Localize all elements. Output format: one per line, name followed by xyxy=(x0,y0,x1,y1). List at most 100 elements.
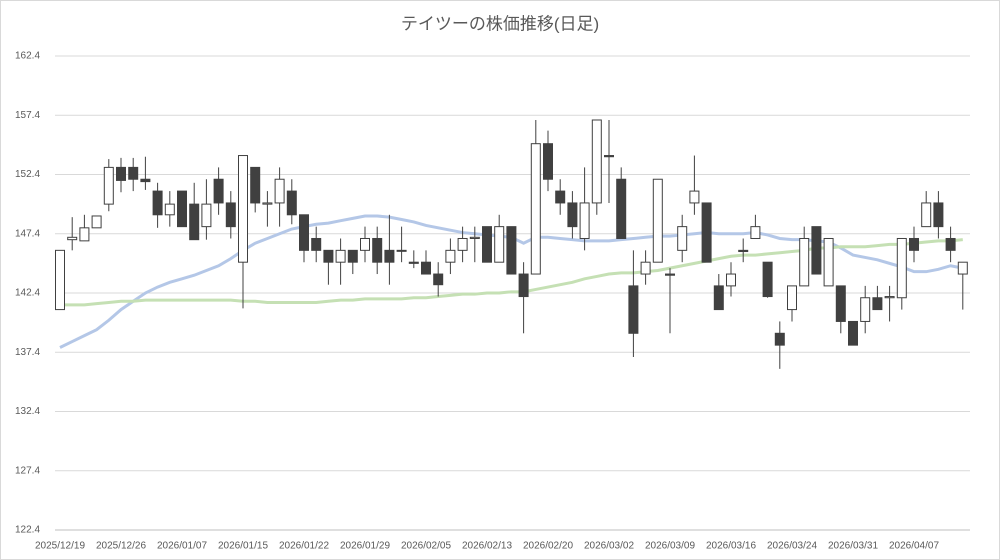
candle-body xyxy=(445,249,456,263)
x-tick-label: 2025/12/19 xyxy=(35,541,85,552)
candle-body xyxy=(177,190,187,228)
y-tick-label: 162.4 xyxy=(15,51,40,62)
candle-body xyxy=(396,249,407,252)
candle-body xyxy=(665,273,675,276)
candle-body xyxy=(384,249,395,263)
candle-body xyxy=(762,261,773,298)
candle-body xyxy=(530,143,541,275)
candle-body xyxy=(103,166,114,205)
x-tick-label: 2026/03/09 xyxy=(645,541,695,552)
y-tick-label: 142.4 xyxy=(15,288,40,299)
x-tick-label: 2026/01/07 xyxy=(157,541,207,552)
candle-body xyxy=(713,285,724,311)
y-tick-label: 132.4 xyxy=(15,406,40,417)
candle-body xyxy=(933,202,944,228)
x-tick-label: 2026/03/24 xyxy=(767,541,817,552)
candle-body xyxy=(701,202,712,263)
x-tick-label: 2026/02/05 xyxy=(401,541,451,552)
candle-body xyxy=(274,178,285,204)
x-tick-label: 2026/03/31 xyxy=(828,541,878,552)
candle-body xyxy=(457,237,468,251)
candle-body xyxy=(506,226,517,275)
candle-body xyxy=(164,203,175,216)
candle-body xyxy=(591,119,602,204)
candle-body xyxy=(372,237,383,263)
y-tick-label: 152.4 xyxy=(15,169,40,180)
candle-body xyxy=(677,226,688,251)
candle-body xyxy=(201,203,212,228)
candle-body xyxy=(433,273,444,286)
candle-body xyxy=(116,166,126,181)
candle-body xyxy=(152,190,163,216)
x-tick-label: 2026/02/20 xyxy=(523,541,573,552)
candle-body xyxy=(616,178,627,239)
candle-body xyxy=(848,320,858,346)
candle-body xyxy=(347,249,358,263)
candle-body xyxy=(787,285,797,311)
y-tick-label: 137.4 xyxy=(15,347,40,358)
candle-body xyxy=(726,273,736,287)
candle-body xyxy=(79,227,90,242)
candle-body xyxy=(835,285,846,322)
candle-body xyxy=(469,236,480,239)
candle-body xyxy=(896,237,907,299)
candle-body xyxy=(189,203,200,241)
y-tick-label: 157.4 xyxy=(15,110,40,121)
y-tick-label: 122.4 xyxy=(15,525,40,536)
y-tick-label: 127.4 xyxy=(15,465,40,476)
candle-body xyxy=(884,296,895,299)
x-tick-label: 2026/01/15 xyxy=(218,541,268,552)
y-tick-label: 147.4 xyxy=(15,228,40,239)
candle-body xyxy=(91,215,102,229)
candle-body xyxy=(323,249,334,263)
candle-body xyxy=(957,261,968,275)
x-tick-label: 2026/03/02 xyxy=(584,541,634,552)
candle-body xyxy=(921,202,932,228)
candle-body xyxy=(286,190,297,216)
candle-body xyxy=(335,249,346,263)
x-tick-label: 2026/03/16 xyxy=(706,541,756,552)
candle-body xyxy=(140,178,151,183)
candle-body xyxy=(579,202,590,239)
candle-body xyxy=(360,237,370,251)
candle-body xyxy=(311,237,322,251)
candle-body xyxy=(750,226,761,239)
candle-body xyxy=(238,155,248,263)
x-tick-label: 2026/02/13 xyxy=(462,541,512,552)
candle-body xyxy=(689,190,700,204)
candle-body xyxy=(909,237,919,251)
candle-body xyxy=(811,226,822,275)
candle-body xyxy=(872,297,883,311)
candle-body xyxy=(250,166,261,204)
candle-body xyxy=(421,261,431,275)
candle-body xyxy=(262,202,273,205)
chart-title: テイツーの株価推移(日足) xyxy=(401,14,599,33)
candle-body xyxy=(55,249,65,311)
x-tick-label: 2026/01/29 xyxy=(340,541,390,552)
candle-body xyxy=(299,214,309,251)
candle-body xyxy=(799,237,810,287)
candle-body xyxy=(567,202,578,228)
candle-body xyxy=(408,261,419,264)
candle-body xyxy=(128,166,139,180)
candle-body xyxy=(628,285,639,334)
candle-body xyxy=(640,261,651,275)
candle-body xyxy=(652,178,663,263)
candle-body xyxy=(774,332,785,346)
candle-body xyxy=(225,202,236,228)
x-tick-label: 2026/01/22 xyxy=(279,541,329,552)
candle-body xyxy=(604,155,614,158)
candle-body xyxy=(738,249,749,253)
candle-body xyxy=(518,273,529,298)
candle-body xyxy=(494,226,505,263)
x-tick-label: 2025/12/26 xyxy=(96,541,146,552)
candle-body xyxy=(823,237,834,287)
candle-body xyxy=(213,178,224,204)
candle-body xyxy=(860,297,871,322)
candle-body xyxy=(67,236,78,241)
x-tick-label: 2026/04/07 xyxy=(889,541,939,552)
candle-body xyxy=(482,226,492,263)
candle-body xyxy=(543,143,553,180)
